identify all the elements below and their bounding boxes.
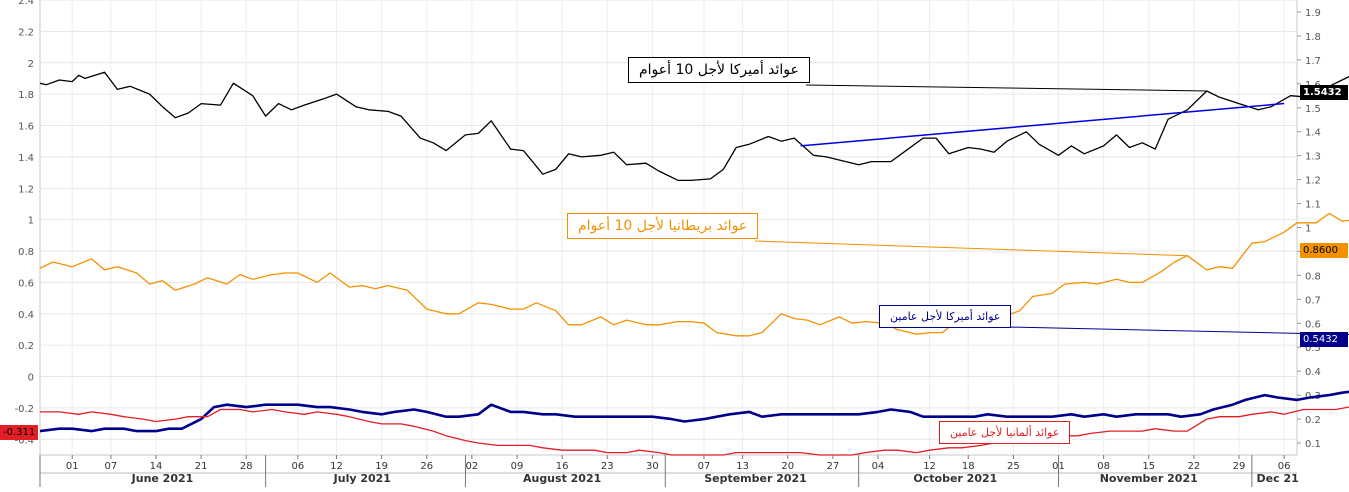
right-tick-label: 1.2 (1305, 176, 1321, 187)
right-tick-label: 1.4 (1305, 128, 1321, 139)
x-month-label: November 2021 (1100, 472, 1198, 485)
x-month-label: July 2021 (333, 472, 391, 485)
x-day-label: 19 (375, 461, 388, 472)
x-day-label: 08 (1097, 461, 1110, 472)
right-tick-label: 1 (1305, 224, 1311, 235)
left-tick-label: 2.4 (18, 0, 34, 7)
annotation-de2y: عوائد ألمانيا لأجل عامين (939, 421, 1071, 444)
right-tick-label: 0.4 (1305, 367, 1321, 378)
series-line-2 (39, 390, 1349, 433)
x-day-label: 28 (240, 461, 253, 472)
x-day-label: 07 (698, 461, 711, 472)
x-day-label: 22 (1187, 461, 1200, 472)
x-day-label: 21 (195, 461, 208, 472)
x-day-label: 18 (962, 461, 975, 472)
last-value-us10y: 1.5432 (1300, 84, 1348, 100)
x-day-label: 09 (511, 461, 524, 472)
x-day-label: 01 (66, 461, 79, 472)
series-line-0 (39, 71, 1349, 182)
right-tick-label: 1.8 (1305, 32, 1321, 43)
left-tick-label: -0.2 (14, 404, 34, 415)
x-day-label: 13 (736, 461, 749, 472)
x-day-label: 06 (1278, 461, 1291, 472)
right-tick-label: 0.2 (1305, 415, 1321, 426)
left-tick-label: 0.8 (18, 247, 34, 258)
right-tick-label: 1.9 (1305, 8, 1321, 19)
left-tick-label: 1.6 (18, 122, 34, 133)
left-tick-label: 0.6 (18, 278, 34, 289)
x-day-label: 23 (601, 461, 614, 472)
x-day-label: 12 (330, 461, 343, 472)
left-tick-label: 0 (28, 373, 34, 384)
x-month-label: September 2021 (704, 472, 807, 485)
x-day-label: 04 (872, 461, 885, 472)
left-tick-label: 2 (28, 59, 34, 70)
trendline (800, 102, 1285, 147)
right-tick-label: 0.1 (1305, 439, 1321, 450)
x-day-label: 15 (1142, 461, 1155, 472)
last-value-uk10y: 0.8600 (1300, 243, 1348, 259)
x-day-label: 30 (646, 461, 659, 472)
left-tick-label: 0.4 (18, 310, 34, 321)
annotation-leader (1007, 326, 1349, 336)
right-tick-label: 0.8 (1305, 271, 1321, 282)
x-day-label: 25 (1007, 461, 1020, 472)
left-tick-label: 1.8 (18, 90, 34, 101)
annotation-us10y: عوائد أميركا لأجل 10 أعوام (628, 57, 810, 83)
x-day-label: 26 (420, 461, 433, 472)
series-line-3 (40, 406, 1349, 456)
right-tick-label: 1.5 (1305, 104, 1321, 115)
left-tick-label: -0.4 (14, 435, 34, 446)
annotation-leader (754, 240, 1188, 257)
x-day-label: 02 (466, 461, 479, 472)
x-day-label: 14 (150, 461, 163, 472)
x-day-label: 12 (923, 461, 936, 472)
x-day-label: 16 (556, 461, 569, 472)
x-month-label: Dec 21 (1257, 472, 1299, 485)
x-month-label: August 2021 (523, 472, 601, 485)
right-tick-label: 0.7 (1305, 295, 1321, 306)
left-tick-label: 1.4 (18, 153, 34, 164)
x-month-label: June 2021 (131, 472, 194, 485)
right-tick-label: 1.7 (1305, 56, 1321, 67)
x-day-label: 27 (827, 461, 840, 472)
right-tick-label: 1.3 (1305, 152, 1321, 163)
last-value-us2y: 0.5432 (1300, 332, 1348, 348)
series-line-1 (39, 212, 1349, 337)
left-tick-label: 2.2 (18, 27, 34, 38)
x-day-label: 07 (105, 461, 118, 472)
annotation-us2y: عوائد أميركا لأجل عامين (879, 305, 1012, 328)
right-tick-label: 0.5 (1305, 343, 1321, 354)
right-tick-label: 0.6 (1305, 319, 1321, 330)
x-day-label: 29 (1233, 461, 1246, 472)
annotation-leader (805, 84, 1207, 92)
x-month-label: October 2021 (913, 472, 997, 485)
right-tick-label: 1.1 (1305, 200, 1321, 211)
last-value-de2y: -0.311 (0, 425, 39, 441)
annotation-uk10y: عوائد بريطانيا لأجل 10 أعوام (567, 213, 759, 239)
left-tick-label: 0.2 (18, 341, 34, 352)
left-tick-label: 1.2 (18, 184, 34, 195)
x-day-label: 06 (291, 461, 304, 472)
left-tick-label: 1 (28, 216, 34, 227)
x-day-label: 20 (781, 461, 794, 472)
